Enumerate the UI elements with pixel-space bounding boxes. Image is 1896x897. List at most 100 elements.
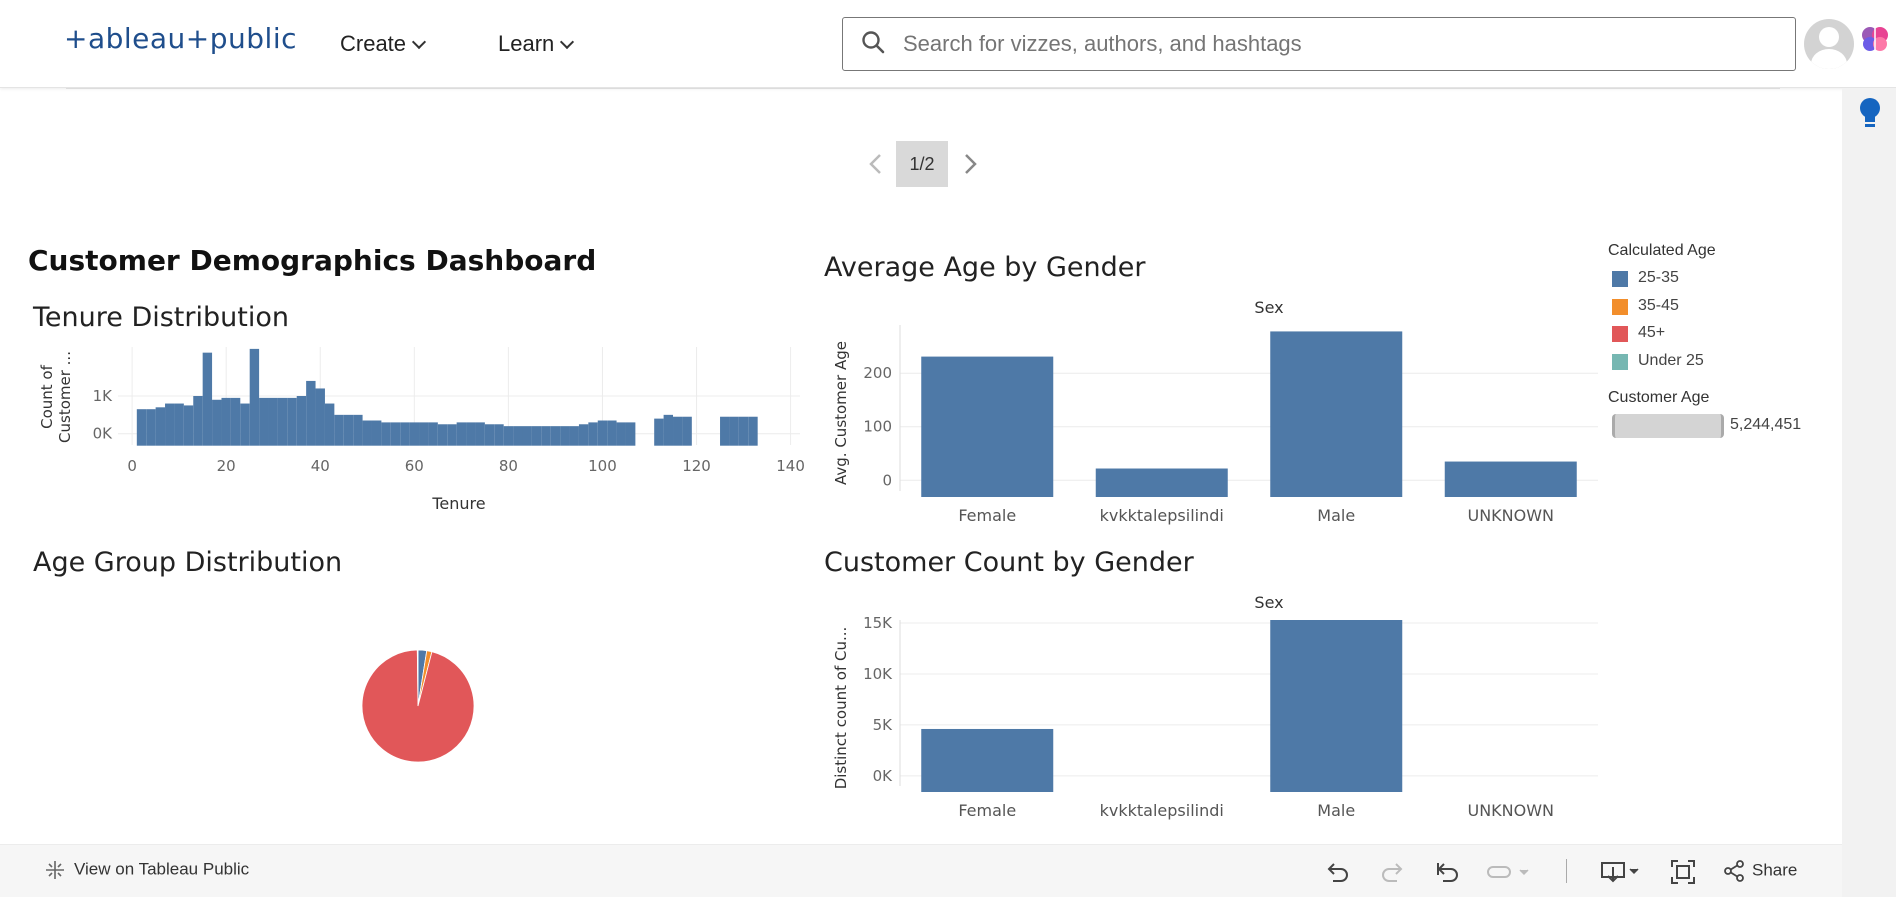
histogram-bar [654, 418, 664, 446]
y-tick-label: 0K [93, 425, 114, 443]
histogram-bar [607, 420, 617, 446]
legend-swatch [1612, 326, 1628, 342]
chart-header: Sex [1254, 298, 1283, 317]
histogram-bar [513, 426, 523, 446]
histogram-bar [155, 407, 166, 446]
x-axis-label: Tenure [431, 494, 485, 513]
histogram-bar [334, 414, 344, 446]
histogram-bar [522, 426, 532, 446]
x-tick-label: 0 [127, 457, 137, 475]
y-tick-label: 0 [882, 471, 892, 489]
legend-item[interactable]: Under 25 [1612, 352, 1704, 370]
share-button[interactable]: Share [1722, 859, 1797, 883]
histogram-bar [616, 422, 626, 446]
size-legend-bar [1612, 414, 1724, 438]
histogram-bar [503, 426, 514, 446]
y-axis-label: Count ofCustomer ... [38, 351, 74, 443]
category-label: Female [958, 801, 1016, 820]
learn-menu[interactable]: Learn [498, 31, 575, 57]
avg-age-bar-chart: Sex 0 100 200 Female kvkktalepsilindi Male UNKN… [832, 298, 1598, 525]
legend-label: 45+ [1638, 324, 1666, 341]
histogram-bar [221, 397, 231, 446]
legend-item[interactable]: 25-35 [1612, 269, 1679, 287]
histogram-bar [466, 422, 476, 446]
bar [1270, 331, 1403, 497]
histogram-bar [400, 422, 410, 446]
search-input[interactable] [903, 28, 1773, 60]
size-legend-value: 5,244,451 [1730, 416, 1802, 433]
category-label: UNKNOWN [1467, 801, 1554, 820]
legend-item[interactable]: 35-45 [1612, 297, 1679, 315]
view-on-tableau-public-label: View on Tableau Public [74, 859, 250, 879]
search-box[interactable] [842, 17, 1796, 71]
histogram-bar [531, 426, 542, 446]
customer-count-bar-chart: Sex 0K 5K 10K 15K Female kvkktalepsilindi Male U… [832, 593, 1598, 820]
histogram-bar [560, 426, 570, 446]
chevron-down-icon [411, 34, 427, 50]
legend-item[interactable]: 45+ [1612, 324, 1666, 342]
toolbar-divider [1566, 859, 1567, 883]
page-indicator: 1/2 [896, 141, 948, 187]
x-tick-label: 80 [499, 457, 518, 475]
histogram-bar [494, 424, 504, 446]
bar [1270, 620, 1403, 792]
lightbulb-icon[interactable] [1856, 96, 1884, 132]
tableau-mark-icon [46, 861, 64, 879]
y-tick-label: 10K [863, 665, 893, 683]
histogram-bar [240, 403, 250, 446]
share-label: Share [1752, 860, 1798, 880]
histogram-bar [306, 380, 316, 446]
histogram-bar [202, 352, 213, 446]
histogram-bar [183, 405, 194, 446]
histogram-bar [625, 422, 636, 446]
pie-slice [416, 649, 419, 707]
histogram-bar [720, 416, 730, 446]
chevron-down-icon [560, 34, 575, 50]
y-tick-label: 100 [863, 418, 892, 436]
dashboard-title: Customer Demographics Dashboard [28, 244, 597, 277]
histogram-bar [475, 422, 485, 446]
refresh-dropdown-icon[interactable] [1486, 859, 1530, 885]
tableau-public-logo[interactable]: +ableau+public [64, 22, 298, 55]
bar [1095, 468, 1228, 497]
histogram-bar [212, 399, 222, 446]
next-page-icon[interactable] [960, 152, 980, 176]
histogram-bar [343, 414, 354, 446]
age-group-pie-chart [361, 649, 475, 763]
avatar[interactable] [1804, 19, 1854, 69]
fullscreen-icon[interactable] [1670, 859, 1696, 885]
tenure-histogram: 0 20 40 60 80 100 120 140 0K 1K Tenure Count ofCust… [38, 347, 805, 513]
view-on-tableau-public-link[interactable]: View on Tableau Public [44, 859, 249, 881]
histogram-bar [174, 403, 184, 446]
size-legend-title: Customer Age [1608, 389, 1710, 406]
histogram-bar [588, 422, 598, 446]
count-chart-title: Customer Count by Gender [824, 547, 1194, 578]
legend-label: 25-35 [1638, 269, 1679, 286]
y-tick-label: 0K [873, 767, 894, 785]
download-icon[interactable] [1600, 859, 1642, 885]
category-label: kvkktalepsilindi [1100, 506, 1224, 525]
histogram-bar [362, 420, 372, 446]
histogram-bar [578, 424, 589, 446]
y-tick-label: 15K [863, 614, 893, 632]
previous-page-icon[interactable] [866, 152, 886, 176]
create-menu[interactable]: Create [340, 31, 427, 57]
histogram-bar [456, 422, 467, 446]
histogram-bar [193, 396, 203, 446]
histogram-bar [371, 420, 382, 446]
brain-icon[interactable] [1858, 22, 1892, 56]
revert-icon[interactable] [1434, 859, 1460, 885]
x-tick-label: 120 [682, 457, 711, 475]
histogram-bar [541, 426, 551, 446]
histogram-bar [230, 397, 241, 446]
y-tick-label: 1K [93, 387, 114, 405]
top-navigation-bar: +ableau+public Create Learn [0, 0, 1896, 88]
redo-icon[interactable] [1380, 859, 1406, 885]
create-menu-label: Create [340, 31, 407, 56]
share-icon [1724, 860, 1744, 882]
x-tick-label: 20 [217, 457, 236, 475]
legend-swatch [1612, 354, 1628, 370]
undo-icon[interactable] [1324, 859, 1350, 885]
category-label: Female [958, 506, 1016, 525]
histogram-bar [146, 409, 156, 446]
